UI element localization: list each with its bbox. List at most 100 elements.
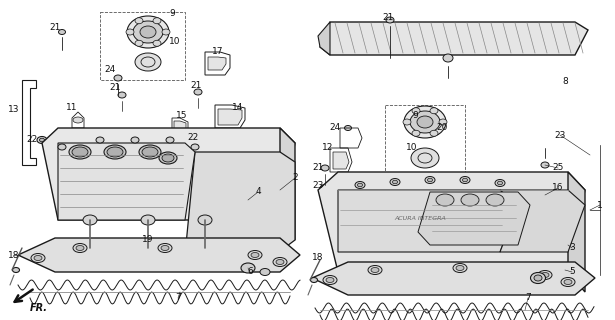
Ellipse shape xyxy=(141,215,155,225)
Ellipse shape xyxy=(392,180,397,184)
Ellipse shape xyxy=(200,244,210,252)
Text: 24: 24 xyxy=(105,66,116,75)
Polygon shape xyxy=(540,192,559,207)
Ellipse shape xyxy=(183,138,188,142)
Text: 9: 9 xyxy=(169,10,175,19)
Ellipse shape xyxy=(180,137,190,143)
Ellipse shape xyxy=(538,270,552,279)
Ellipse shape xyxy=(260,268,270,276)
Text: 5: 5 xyxy=(569,268,575,276)
Ellipse shape xyxy=(126,29,134,35)
Ellipse shape xyxy=(430,108,438,114)
Ellipse shape xyxy=(251,252,259,258)
Ellipse shape xyxy=(140,26,156,38)
Ellipse shape xyxy=(386,17,394,23)
Ellipse shape xyxy=(73,117,83,123)
Text: 21: 21 xyxy=(383,13,394,22)
Ellipse shape xyxy=(326,277,334,283)
Ellipse shape xyxy=(166,137,174,143)
Text: 4: 4 xyxy=(255,188,261,196)
Ellipse shape xyxy=(453,263,467,273)
Polygon shape xyxy=(312,262,595,295)
Ellipse shape xyxy=(34,255,42,260)
Ellipse shape xyxy=(404,106,446,138)
Ellipse shape xyxy=(135,18,143,24)
Ellipse shape xyxy=(564,279,572,284)
Ellipse shape xyxy=(142,147,158,157)
Text: 18: 18 xyxy=(8,251,20,260)
Ellipse shape xyxy=(162,29,170,35)
Ellipse shape xyxy=(427,178,432,182)
Ellipse shape xyxy=(114,75,122,81)
Polygon shape xyxy=(338,190,518,252)
Ellipse shape xyxy=(456,266,464,270)
Ellipse shape xyxy=(460,177,470,183)
Ellipse shape xyxy=(194,89,202,95)
Polygon shape xyxy=(418,192,530,245)
Text: ACURA INTEGRA: ACURA INTEGRA xyxy=(394,215,446,220)
Ellipse shape xyxy=(31,253,45,262)
Bar xyxy=(100,12,185,80)
Text: 21: 21 xyxy=(312,164,323,172)
Ellipse shape xyxy=(371,268,379,273)
Text: 21: 21 xyxy=(49,23,61,33)
Ellipse shape xyxy=(162,154,174,162)
Ellipse shape xyxy=(495,180,505,187)
Ellipse shape xyxy=(76,245,84,251)
Text: 9: 9 xyxy=(412,110,418,119)
Text: 2: 2 xyxy=(292,173,298,182)
Ellipse shape xyxy=(69,145,91,159)
Text: 21: 21 xyxy=(109,84,121,92)
Polygon shape xyxy=(500,190,585,252)
Text: 10: 10 xyxy=(407,143,418,153)
Ellipse shape xyxy=(534,275,542,281)
Ellipse shape xyxy=(439,119,447,125)
Ellipse shape xyxy=(541,273,549,277)
Ellipse shape xyxy=(323,276,337,284)
Polygon shape xyxy=(318,22,330,55)
Ellipse shape xyxy=(12,268,20,273)
Polygon shape xyxy=(58,143,195,220)
Text: 7: 7 xyxy=(175,293,181,302)
Ellipse shape xyxy=(531,273,546,284)
Text: 22: 22 xyxy=(26,135,38,145)
Ellipse shape xyxy=(133,21,163,43)
Ellipse shape xyxy=(410,111,440,133)
Ellipse shape xyxy=(104,145,126,159)
Text: 7: 7 xyxy=(525,293,531,302)
Polygon shape xyxy=(568,172,585,292)
Ellipse shape xyxy=(241,263,255,273)
Ellipse shape xyxy=(344,125,352,131)
Text: 19: 19 xyxy=(142,236,154,244)
Ellipse shape xyxy=(321,165,329,171)
Ellipse shape xyxy=(107,147,123,157)
Ellipse shape xyxy=(118,92,126,98)
Text: 12: 12 xyxy=(322,143,334,153)
Ellipse shape xyxy=(85,244,95,252)
Ellipse shape xyxy=(96,137,104,143)
Ellipse shape xyxy=(58,29,66,35)
Text: FR.: FR. xyxy=(30,303,48,313)
Ellipse shape xyxy=(158,244,172,252)
Ellipse shape xyxy=(561,277,575,286)
Ellipse shape xyxy=(153,40,161,46)
Ellipse shape xyxy=(355,181,365,188)
Ellipse shape xyxy=(135,53,161,71)
Ellipse shape xyxy=(161,245,169,251)
Ellipse shape xyxy=(462,178,467,182)
Text: 10: 10 xyxy=(169,37,181,46)
Ellipse shape xyxy=(131,137,139,143)
Ellipse shape xyxy=(498,181,502,185)
Ellipse shape xyxy=(139,145,161,159)
Text: 25: 25 xyxy=(552,164,564,172)
Ellipse shape xyxy=(443,54,453,62)
Text: 23: 23 xyxy=(312,180,323,189)
Ellipse shape xyxy=(425,177,435,183)
Ellipse shape xyxy=(541,162,549,168)
Ellipse shape xyxy=(412,130,420,136)
Ellipse shape xyxy=(436,194,454,206)
Polygon shape xyxy=(18,238,300,272)
Ellipse shape xyxy=(191,144,199,150)
Ellipse shape xyxy=(273,258,287,267)
Polygon shape xyxy=(218,109,242,125)
